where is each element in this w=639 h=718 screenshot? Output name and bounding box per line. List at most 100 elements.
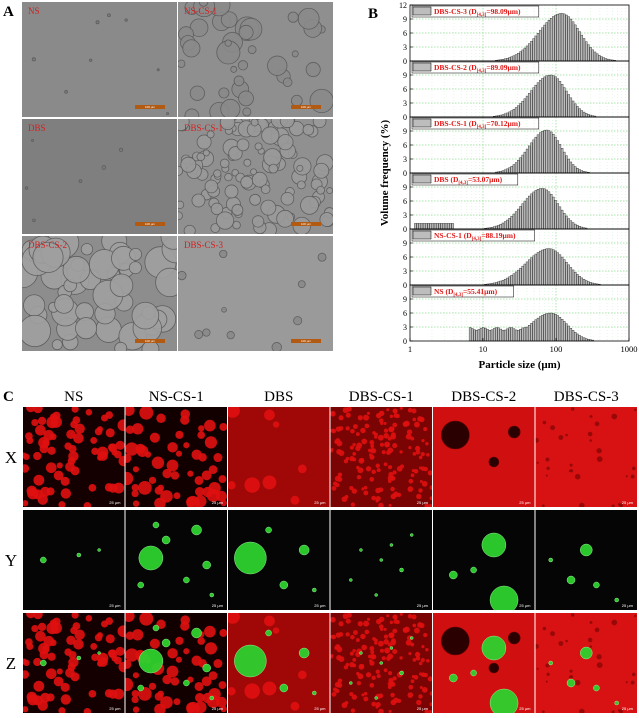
bar <box>521 154 524 174</box>
red-droplet <box>330 634 335 639</box>
red-droplet <box>376 674 381 679</box>
red-droplet <box>336 654 342 661</box>
red-droplet <box>262 681 277 696</box>
bar <box>569 220 573 230</box>
bar <box>563 151 566 174</box>
bar <box>554 314 557 342</box>
subplot-dbs-cs-2: 0 3 6 9 DBS-CS-2 (D[4,3]=89.09μm) <box>403 60 630 122</box>
red-droplet <box>139 407 154 420</box>
red-droplet <box>105 634 115 644</box>
bar <box>525 148 529 174</box>
red-droplet <box>372 637 376 641</box>
bar <box>499 328 502 342</box>
dark-droplet <box>507 631 521 645</box>
bar <box>563 321 566 342</box>
red-droplet <box>428 709 432 713</box>
bar <box>558 254 562 286</box>
scale-bar <box>291 105 321 109</box>
red-droplet <box>60 694 72 705</box>
droplet <box>238 90 254 107</box>
red-droplet <box>173 492 181 500</box>
red-droplet <box>427 470 432 476</box>
red-droplet <box>423 633 428 638</box>
red-droplet <box>125 613 135 623</box>
green-droplet <box>566 678 576 688</box>
bar <box>584 113 588 118</box>
red-droplet <box>358 457 365 464</box>
confocal-image: 25 μm <box>535 613 637 713</box>
y-tick-label: 9 <box>403 127 407 136</box>
red-droplet <box>160 696 173 709</box>
red-droplet <box>33 474 45 486</box>
bar <box>543 314 546 342</box>
bar <box>519 329 522 342</box>
red-droplet <box>390 493 397 500</box>
droplet <box>305 62 321 78</box>
red-droplet <box>381 656 386 661</box>
droplet <box>267 55 288 76</box>
green-droplet <box>265 629 272 637</box>
red-droplet <box>113 656 122 665</box>
dark-droplet <box>632 466 636 471</box>
image-content: 25 μm <box>330 510 432 610</box>
droplet <box>231 204 244 216</box>
red-droplet <box>118 455 125 467</box>
bar <box>549 193 553 230</box>
red-droplet <box>23 658 27 665</box>
confocal-image: 25 μm <box>125 510 227 610</box>
bar <box>536 189 540 230</box>
droplet <box>194 330 204 339</box>
red-droplet <box>45 462 57 474</box>
red-droplet <box>272 421 280 428</box>
bar <box>418 223 421 230</box>
red-droplet <box>387 447 394 454</box>
red-droplet <box>331 485 337 491</box>
green-droplet <box>40 659 47 667</box>
y-tick-label: 0 <box>403 57 407 66</box>
bar <box>517 269 520 286</box>
bar <box>549 248 553 286</box>
droplet <box>80 243 94 256</box>
red-droplet <box>115 646 125 656</box>
red-droplet <box>71 613 79 619</box>
bar <box>563 212 566 230</box>
dark-droplet <box>574 473 581 480</box>
dark-droplet <box>625 681 628 684</box>
red-droplet <box>125 631 135 640</box>
red-droplet <box>417 416 423 422</box>
bar <box>523 327 527 342</box>
green-droplet <box>409 533 414 537</box>
droplet <box>75 317 98 340</box>
green-droplet <box>234 644 267 678</box>
red-droplet <box>387 479 392 484</box>
red-droplet <box>60 488 72 499</box>
bar <box>571 330 575 342</box>
red-droplet <box>407 407 413 413</box>
green-droplet <box>138 545 164 571</box>
red-droplet <box>345 456 350 461</box>
red-droplet <box>410 679 415 684</box>
red-droplet <box>108 649 116 658</box>
bar <box>530 193 533 230</box>
red-droplet <box>411 408 417 414</box>
droplet <box>316 185 325 195</box>
red-droplet <box>345 426 350 431</box>
red-droplet <box>392 422 398 428</box>
red-droplet <box>393 413 399 418</box>
scale-bar <box>291 222 321 226</box>
bar <box>554 250 557 286</box>
bar <box>447 223 450 230</box>
droplet <box>124 18 128 22</box>
tile-label: DBS-CS-2 <box>28 240 67 250</box>
image-content: 25 μm <box>23 407 125 507</box>
red-droplet <box>370 650 375 655</box>
red-droplet <box>387 653 394 660</box>
bar <box>565 323 568 342</box>
droplet-group <box>178 249 327 351</box>
image-content: 25 μm <box>433 510 535 610</box>
bar <box>532 38 535 62</box>
bar <box>558 13 562 62</box>
droplet <box>114 341 128 351</box>
y-tick-label: 0 <box>403 169 407 178</box>
legend-frame <box>411 229 535 242</box>
